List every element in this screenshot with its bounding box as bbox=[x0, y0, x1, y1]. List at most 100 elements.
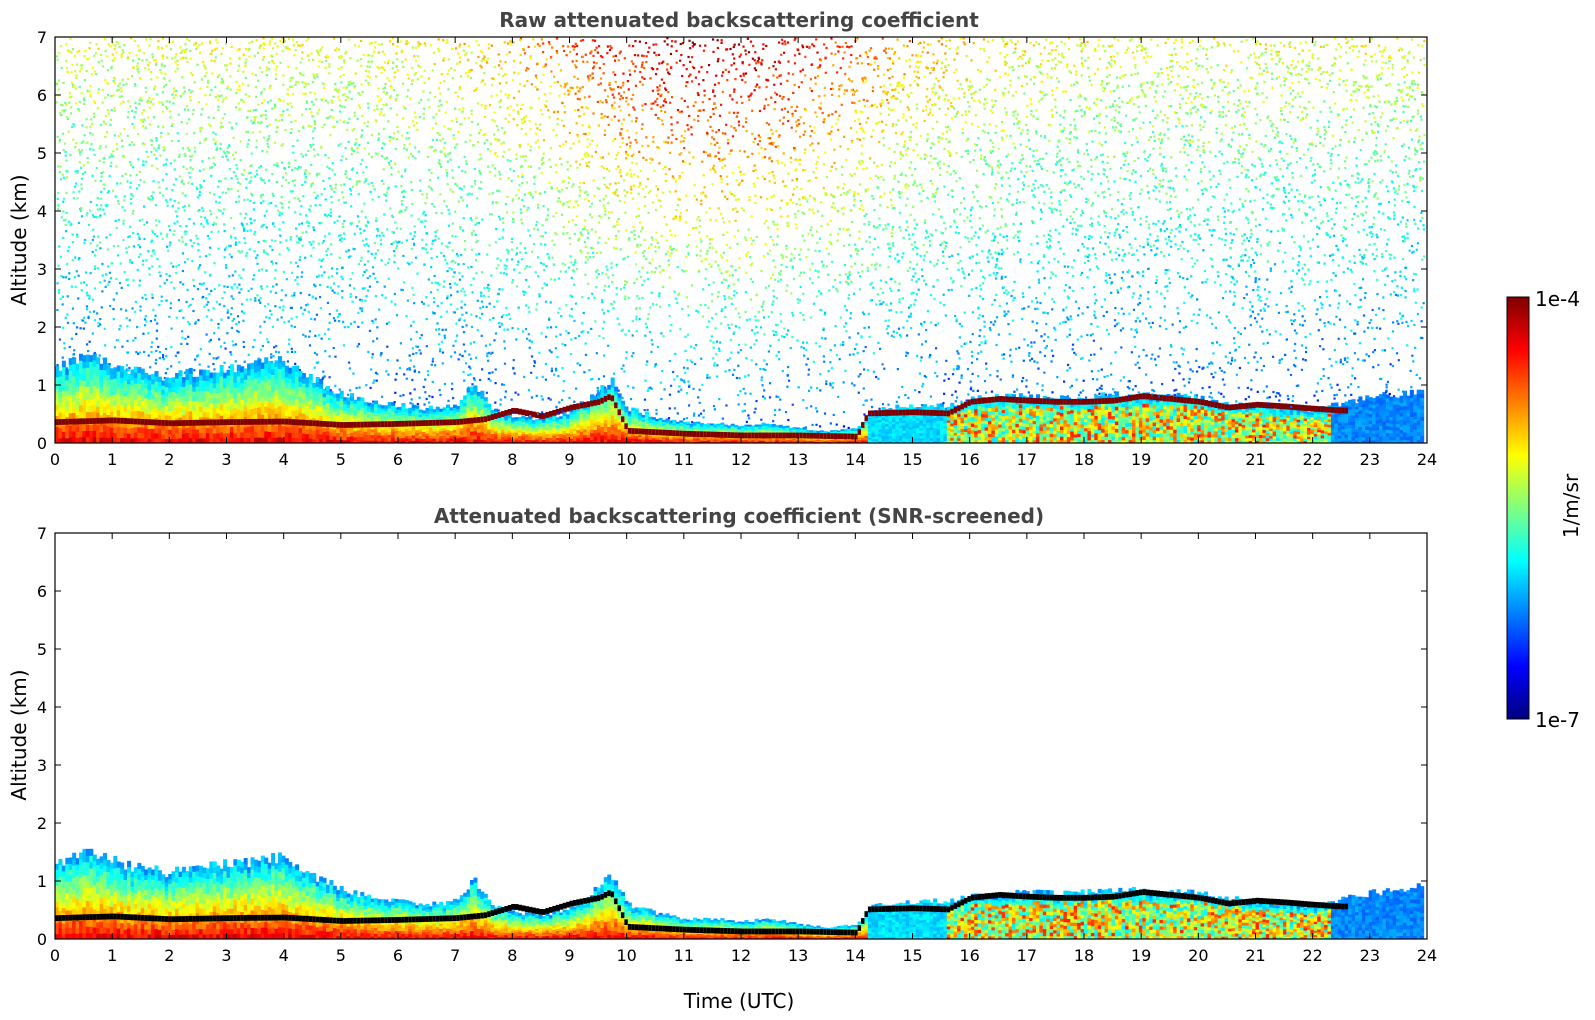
noise-cell bbox=[161, 54, 164, 57]
noise-cell bbox=[138, 58, 141, 61]
noise-cell bbox=[189, 303, 192, 306]
heatmap-cell bbox=[459, 409, 464, 413]
noise-cell bbox=[454, 91, 457, 94]
heatmap-cell bbox=[243, 432, 248, 439]
noise-cell bbox=[357, 342, 361, 346]
noise-cell bbox=[406, 261, 409, 264]
heatmap-cell bbox=[113, 421, 118, 428]
noise-cell bbox=[394, 99, 397, 102]
noise-cell bbox=[347, 81, 351, 84]
noise-cell bbox=[301, 271, 304, 274]
noise-cell bbox=[149, 320, 153, 323]
noise-cell bbox=[281, 49, 284, 52]
noise-cell bbox=[290, 120, 293, 124]
noise-cell bbox=[285, 239, 288, 242]
noise-cell bbox=[410, 83, 413, 86]
noise-cell bbox=[80, 289, 83, 292]
noise-cell bbox=[81, 319, 85, 322]
noise-cell bbox=[198, 255, 202, 258]
heatmap-cell bbox=[226, 401, 231, 407]
heatmap-cell bbox=[233, 377, 238, 383]
noise-cell bbox=[151, 296, 154, 299]
heatmap-cell bbox=[322, 400, 327, 405]
noise-cell bbox=[57, 208, 60, 211]
noise-cell bbox=[389, 95, 392, 98]
noise-cell bbox=[442, 285, 445, 288]
noise-cell bbox=[383, 142, 386, 146]
heatmap-cell bbox=[185, 384, 190, 391]
noise-cell bbox=[411, 402, 414, 406]
noise-cell bbox=[310, 111, 313, 114]
noise-cell bbox=[274, 68, 277, 71]
noise-cell bbox=[328, 376, 331, 379]
heatmap-cell bbox=[322, 388, 327, 394]
noise-cell bbox=[94, 248, 98, 252]
noise-cell bbox=[285, 278, 288, 281]
noise-cell bbox=[476, 140, 480, 144]
noise-cell bbox=[331, 101, 334, 104]
heatmap-cell bbox=[446, 426, 451, 430]
heatmap-cell bbox=[267, 384, 272, 391]
noise-cell bbox=[207, 308, 210, 312]
heatmap-cell bbox=[363, 428, 368, 432]
heatmap-cell bbox=[377, 418, 382, 422]
noise-cell bbox=[65, 230, 68, 233]
noise-cell bbox=[168, 315, 171, 318]
noise-cell bbox=[165, 44, 168, 48]
heatmap-cell bbox=[192, 428, 197, 435]
noise-cell bbox=[289, 190, 292, 193]
noise-cell bbox=[143, 223, 146, 226]
noise-cell bbox=[232, 344, 235, 347]
noise-cell bbox=[271, 59, 274, 63]
heatmap-cell bbox=[288, 410, 293, 417]
noise-cell bbox=[322, 179, 325, 183]
noise-cell bbox=[212, 138, 215, 141]
noise-cell bbox=[107, 265, 110, 268]
noise-cell bbox=[396, 58, 399, 61]
residual-layer-cell bbox=[483, 416, 488, 423]
heatmap-cell bbox=[243, 379, 248, 386]
noise-cell bbox=[238, 274, 241, 277]
heatmap-cell bbox=[260, 402, 265, 410]
residual-layer-cell bbox=[85, 418, 90, 425]
noise-cell bbox=[89, 148, 92, 151]
noise-cell bbox=[275, 283, 278, 286]
noise-cell bbox=[274, 103, 277, 106]
heatmap-cell bbox=[422, 429, 427, 432]
noise-cell bbox=[409, 97, 412, 100]
noise-cell bbox=[175, 89, 178, 92]
noise-cell bbox=[85, 126, 88, 129]
noise-cell bbox=[420, 220, 424, 223]
noise-cell bbox=[367, 221, 370, 224]
heatmap-cell bbox=[209, 407, 214, 414]
noise-cell bbox=[198, 190, 201, 194]
heatmap-cell bbox=[68, 376, 73, 383]
heatmap-cell bbox=[103, 375, 108, 383]
noise-cell bbox=[209, 40, 212, 43]
heatmap-cell bbox=[349, 432, 355, 437]
heatmap-cell bbox=[315, 391, 320, 397]
heatmap-cell bbox=[202, 406, 207, 413]
noise-cell bbox=[326, 165, 329, 168]
noise-cell bbox=[95, 72, 98, 76]
heatmap-cell bbox=[151, 383, 156, 390]
heatmap-cell bbox=[181, 400, 186, 406]
noise-cell bbox=[480, 51, 484, 54]
noise-cell bbox=[155, 157, 158, 160]
noise-cell bbox=[341, 289, 344, 293]
noise-cell bbox=[456, 290, 459, 293]
noise-cell bbox=[352, 372, 355, 375]
heatmap-cell bbox=[116, 420, 121, 427]
noise-cell bbox=[161, 103, 164, 106]
heatmap-cell bbox=[164, 391, 169, 397]
heatmap-cell bbox=[65, 400, 70, 407]
noise-cell bbox=[317, 65, 320, 68]
noise-cell bbox=[237, 249, 240, 253]
noise-cell bbox=[458, 88, 461, 91]
heatmap-cell bbox=[195, 414, 200, 420]
heatmap-cell bbox=[79, 404, 84, 412]
noise-cell bbox=[293, 197, 296, 200]
heatmap-cell bbox=[377, 409, 382, 414]
noise-cell bbox=[262, 42, 265, 45]
noise-cell bbox=[382, 87, 385, 90]
